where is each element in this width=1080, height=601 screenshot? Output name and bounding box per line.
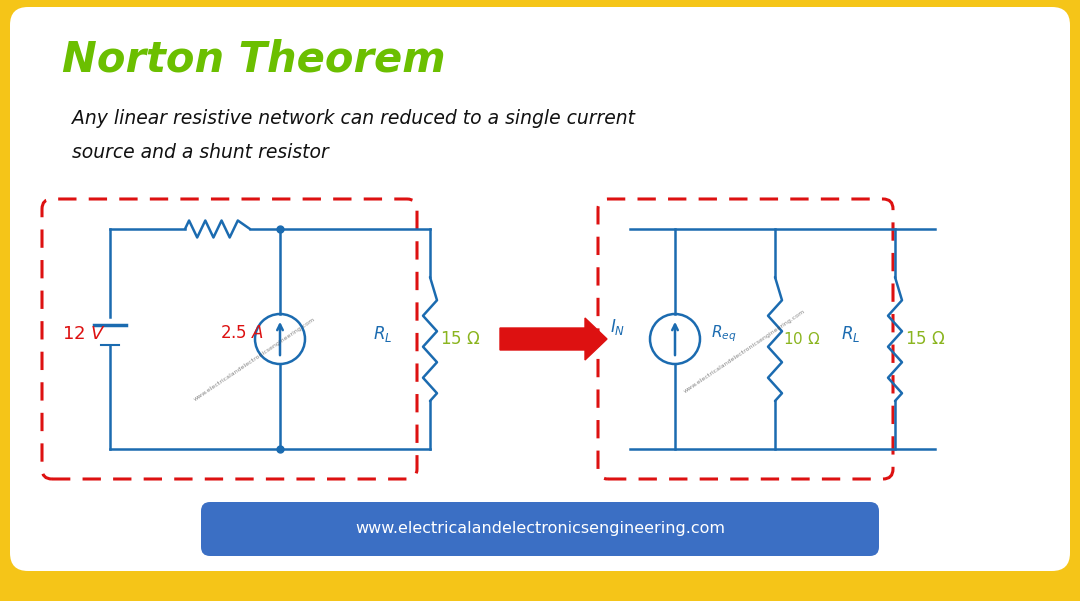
Text: $10\ \Omega$: $10\ \Omega$	[783, 331, 821, 347]
Text: $R_{eq}$: $R_{eq}$	[712, 324, 737, 344]
Text: www.electricalandelectronicsengineering.com: www.electricalandelectronicsengineering.…	[684, 308, 807, 394]
Text: source and a shunt resistor: source and a shunt resistor	[72, 143, 328, 162]
Text: $R_L$: $R_L$	[373, 324, 392, 344]
Text: www.electricalandelectronicsengineering.com: www.electricalandelectronicsengineering.…	[355, 522, 725, 537]
Text: Any linear resistive network can reduced to a single current: Any linear resistive network can reduced…	[72, 109, 635, 128]
Text: $12\ V$: $12\ V$	[62, 325, 106, 343]
Text: $I_N$: $I_N$	[610, 317, 625, 337]
Text: $15\ \Omega$: $15\ \Omega$	[440, 330, 481, 348]
Text: Norton Theorem: Norton Theorem	[62, 39, 446, 81]
Text: www.electricalandelectronicsengineering.com: www.electricalandelectronicsengineering.…	[193, 316, 316, 401]
FancyArrow shape	[500, 318, 607, 360]
Text: $R_L$: $R_L$	[840, 324, 860, 344]
FancyBboxPatch shape	[201, 502, 879, 556]
Text: $2.5\ A$: $2.5\ A$	[220, 324, 265, 342]
FancyBboxPatch shape	[10, 7, 1070, 571]
Text: $15\ \Omega$: $15\ \Omega$	[905, 330, 946, 348]
